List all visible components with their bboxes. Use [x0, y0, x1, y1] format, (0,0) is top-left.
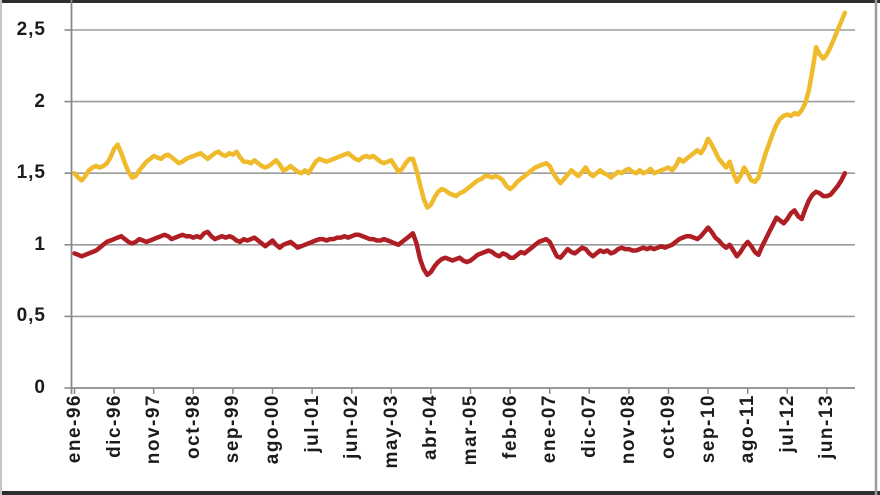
dark-red-line [72, 170, 848, 278]
yellow-line [72, 10, 848, 210]
